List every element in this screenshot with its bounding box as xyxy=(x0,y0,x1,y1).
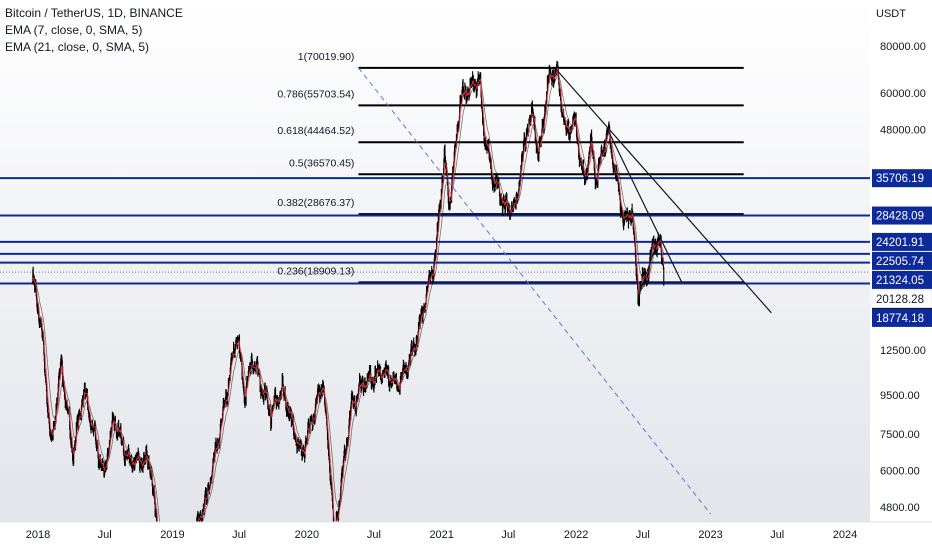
level-price-badge[interactable] xyxy=(872,270,932,289)
time-tick-label: 2021 xyxy=(429,529,453,541)
fib-level-label: 0.236(18909.13) xyxy=(277,265,354,277)
fib-level-label: 0.5(36570.45) xyxy=(289,157,354,169)
trendline[interactable] xyxy=(637,241,659,299)
level-price-label: 18774.18 xyxy=(876,313,924,325)
price-tick-label: 12500.00 xyxy=(880,345,926,357)
time-tick-label: Jul xyxy=(770,529,784,541)
ema-21-indicator[interactable]: EMA (21, close, 0, SMA, 5) xyxy=(5,40,150,54)
time-tick-label: Jul xyxy=(501,529,515,541)
level-price-badge[interactable] xyxy=(872,251,932,270)
fib-level-label: 1(70019.90) xyxy=(298,51,355,63)
time-tick-label: 2022 xyxy=(564,529,588,541)
trendline[interactable] xyxy=(607,129,683,283)
level-price-label: 21324.05 xyxy=(876,275,924,287)
currency-label: USDT xyxy=(876,8,906,20)
level-price-label: 24201.91 xyxy=(876,237,924,249)
price-tick-label: 48000.00 xyxy=(880,125,926,137)
symbol-title[interactable]: Bitcoin / TetherUS, 1D, BINANCE xyxy=(5,6,183,20)
fibonacci-retracement[interactable]: 1(70019.90) 0.786(55703.54) 0.618(44464.52… xyxy=(277,51,744,284)
time-tick-label: Jul xyxy=(367,529,381,541)
level-price-badge[interactable] xyxy=(872,169,932,188)
fib-level-label: 0.618(44464.52) xyxy=(277,125,354,137)
time-tick-label: 2018 xyxy=(26,529,50,541)
price-axis[interactable]: USDT 80000.00 60000.00 48000.00 12500.00 9500… xyxy=(870,0,932,522)
level-price-label: 35706.19 xyxy=(876,173,924,185)
level-price-badge[interactable] xyxy=(872,206,932,225)
price-tick-label: 9500.00 xyxy=(880,390,920,402)
level-price-badge[interactable] xyxy=(872,308,932,327)
price-tick-label: 60000.00 xyxy=(880,88,926,100)
time-tick-label: 2023 xyxy=(698,529,722,541)
horizontal-levels[interactable] xyxy=(0,177,870,285)
time-tick-label: 2020 xyxy=(295,529,319,541)
level-price-label: 22505.74 xyxy=(876,256,925,268)
current-price-label: 20128.28 xyxy=(876,294,924,306)
time-axis-background xyxy=(0,522,932,550)
chart-legend: Bitcoin / TetherUS, 1D, BINANCE EMA (7, … xyxy=(5,5,183,56)
fib-level-label: 0.382(28676.37) xyxy=(277,197,354,209)
ema-7-indicator[interactable]: EMA (7, close, 0, SMA, 5) xyxy=(5,23,143,37)
dashed-trendline[interactable] xyxy=(358,67,711,515)
time-tick-label: Jul xyxy=(98,529,112,541)
fib-level-label: 0.786(55703.54) xyxy=(277,88,354,100)
price-tick-label: 7500.00 xyxy=(880,429,920,441)
price-tick-label: 4800.00 xyxy=(880,502,920,514)
trendline[interactable] xyxy=(556,69,772,314)
time-axis[interactable]: 2018 Jul 2019 Jul 2020 Jul 2021 Jul 2022 Jul 2023 J… xyxy=(0,521,932,550)
time-tick-label: 2019 xyxy=(160,529,184,541)
time-tick-label: Jul xyxy=(232,529,246,541)
price-tick-label: 6000.00 xyxy=(880,465,920,477)
trendlines[interactable] xyxy=(358,67,772,515)
time-tick-label: Jul xyxy=(636,529,650,541)
level-price-badge[interactable] xyxy=(872,232,932,251)
price-tick-label: 80000.00 xyxy=(880,41,926,53)
level-price-label: 28428.09 xyxy=(876,211,924,223)
time-tick-label: 2024 xyxy=(833,529,857,541)
